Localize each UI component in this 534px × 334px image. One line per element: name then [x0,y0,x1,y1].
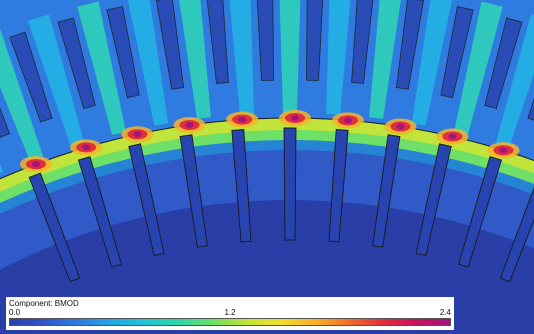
rotor-slot [179,134,208,248]
stator-slot [440,6,474,99]
colorbar-max-label: 2.4 [439,308,451,317]
rotor-slot [283,127,297,241]
stator-slot [484,17,523,109]
stator-slot [9,31,53,123]
flux-hotspots [19,110,520,173]
colorbar-legend: Component: BMOD 0.0 1.2 2.4 [6,297,454,330]
rotor-slot [415,143,452,257]
stator-region [0,0,534,179]
stator-tooth [28,14,85,147]
colorbar-title: Component: BMOD [9,299,79,308]
flux-hotspot-core [343,117,352,124]
colorbar-ticks: 0.0 1.2 2.4 [9,308,451,318]
rotor-slot [499,186,534,283]
flux-hotspot-core [185,122,194,129]
stator-tooth [369,0,401,119]
flux-hotspot-core [238,116,247,123]
rotor-slot [458,156,503,268]
colorbar-min-label: 0.0 [9,308,21,317]
rotor-slot [28,172,81,283]
flux-hotspot-core [133,131,142,138]
stator-tooth [495,14,534,147]
flux-hotspot-core [499,147,508,154]
rotor-slots [28,127,534,283]
colorbar-mid-label: 1.2 [224,308,236,317]
stator-slot [256,0,274,81]
stator-slot [527,97,534,121]
flux-hotspot-core [31,161,40,168]
stator-slot [351,0,374,84]
stator-slot [206,0,229,84]
flux-hotspot-core [448,133,457,140]
stator-slot [57,17,96,109]
rotor-slot [372,134,401,248]
stator-tooth [179,0,211,119]
stator-tooth [454,1,503,135]
stator-tooth [77,1,126,135]
stator-tooth [127,0,169,126]
rotor-slot [77,156,122,268]
rotor-slot [128,143,165,257]
stator-tooth [279,0,301,113]
stator-slot [106,6,140,99]
stator-slot [0,107,11,138]
flux-hotspot-core [396,123,405,130]
stator-tooth [326,0,351,115]
flux-hotspot-core [82,144,91,151]
stator-slot [155,0,185,90]
stator-tooth [229,0,254,115]
stator-tooth [0,30,44,161]
colorbar-gradient [9,318,451,326]
flux-hotspot-core [291,115,300,122]
stator-slot [395,0,425,90]
stator-tooth [0,164,3,174]
stator-slot [306,0,324,81]
rotor-slot [231,129,252,243]
rotor-slot [328,129,349,243]
stator-tooth [411,0,453,126]
